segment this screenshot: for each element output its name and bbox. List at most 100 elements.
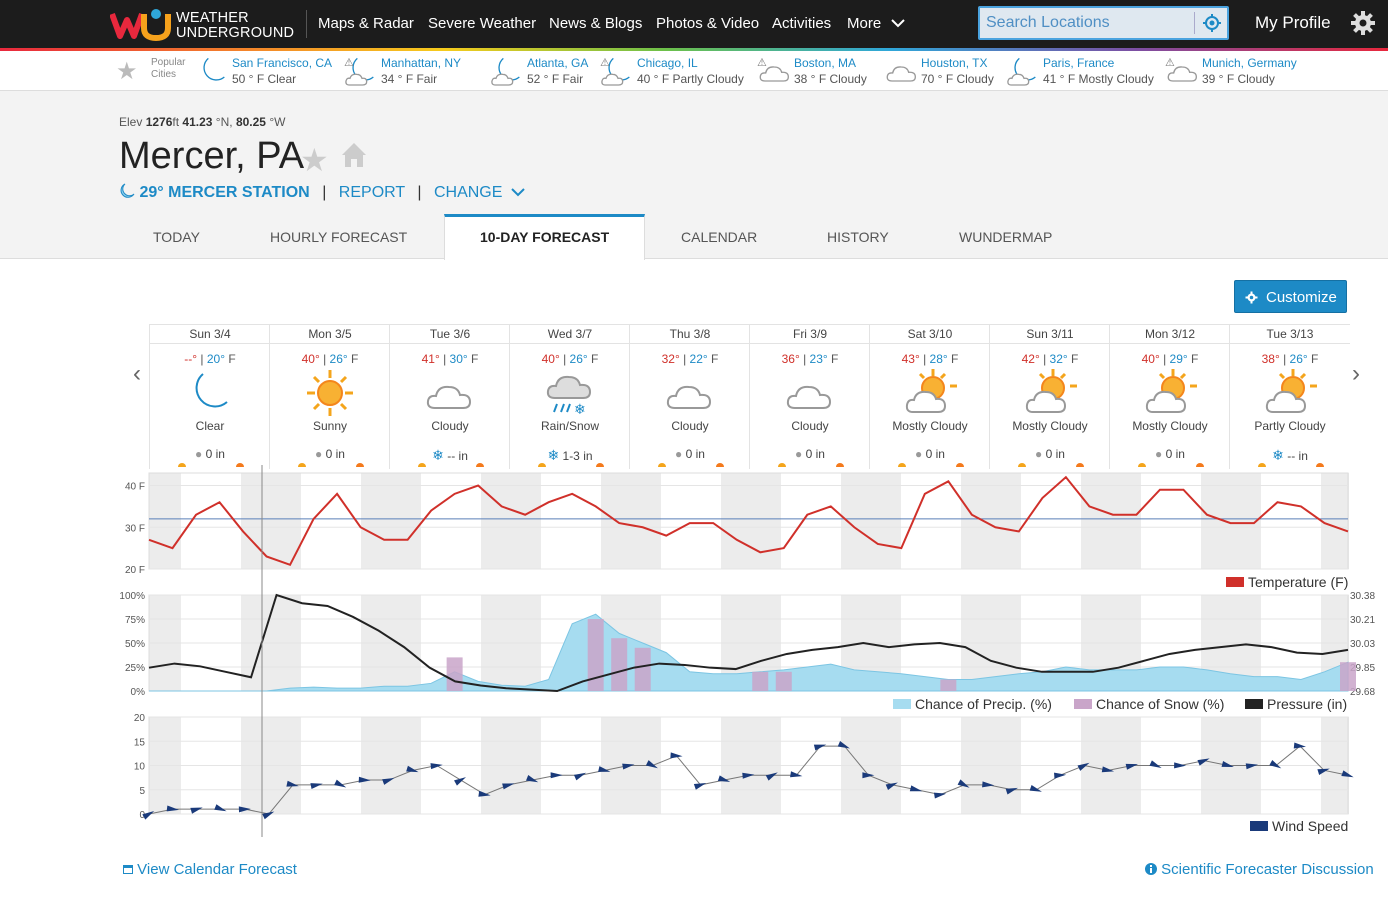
temp-unit: F bbox=[1191, 352, 1199, 366]
day-condition: Cloudy bbox=[791, 419, 829, 433]
night-band bbox=[1109, 473, 1141, 569]
snowflake-icon: ❄ bbox=[432, 447, 444, 463]
wind-arrow bbox=[1197, 758, 1210, 766]
tab-history[interactable]: HISTORY bbox=[827, 229, 889, 245]
wind-arrow bbox=[1269, 759, 1282, 769]
city-name[interactable]: Houston, TX bbox=[921, 56, 988, 70]
warning-icon[interactable]: ⚠ bbox=[757, 57, 767, 69]
sun-icon bbox=[307, 370, 353, 416]
prev-arrow-icon[interactable]: ‹ bbox=[133, 360, 141, 387]
wind-arrow bbox=[1174, 762, 1187, 769]
tab-wundermap[interactable]: WUNDERMAP bbox=[959, 229, 1053, 245]
temp-unit: F bbox=[228, 352, 236, 366]
my-profile-link[interactable]: My Profile bbox=[1255, 13, 1331, 32]
y-tick-label: 10 bbox=[134, 762, 146, 773]
city-conditions: 52 ° F Fair bbox=[527, 72, 584, 86]
nav-activities[interactable]: Activities bbox=[772, 15, 832, 32]
moon-cloud-icon bbox=[601, 57, 630, 86]
y2-tick-label: 29.68 bbox=[1350, 687, 1375, 698]
wu-logo-icon[interactable] bbox=[110, 6, 300, 42]
search-input[interactable] bbox=[986, 14, 1186, 32]
forecast-day[interactable]: Tue 3/13 38° | 26° F Partly Cloudy ❄ -- in bbox=[1229, 324, 1350, 469]
home-icon[interactable] bbox=[340, 141, 368, 169]
forecast-day[interactable]: Thu 3/8 32° | 22° F Cloudy ● 0 in bbox=[629, 324, 750, 469]
y-tick-label: 0 bbox=[139, 810, 145, 821]
warning-icon[interactable]: ⚠ bbox=[1165, 57, 1175, 69]
forecast-day[interactable]: Mon 3/5 40° | 26° F Sunny ● 0 in bbox=[269, 324, 390, 469]
locate-icon[interactable] bbox=[1202, 13, 1222, 33]
y-tick-label: 20 bbox=[134, 713, 146, 724]
day-condition: Sunny bbox=[312, 419, 348, 433]
favorite-star-icon[interactable]: ★ bbox=[300, 142, 329, 178]
precip-amount: 0 in bbox=[685, 447, 705, 461]
station-temperature: 29° bbox=[139, 184, 164, 201]
tab-hourly-forecast[interactable]: HOURLY FORECAST bbox=[270, 229, 408, 245]
city-name[interactable]: Boston, MA bbox=[794, 56, 857, 70]
wind-arrow bbox=[406, 765, 419, 773]
longitude-value: 80.25 bbox=[235, 115, 266, 129]
day-icon bbox=[1143, 368, 1197, 418]
nav-maps-radar[interactable]: Maps & Radar bbox=[318, 15, 414, 32]
wind-arrow bbox=[885, 782, 898, 791]
location-header: Elev 1276ft 41.23 °N, 80.25 °W Mercer, P… bbox=[0, 91, 1388, 260]
search-box bbox=[978, 6, 1229, 40]
sunset-icon bbox=[356, 463, 364, 467]
nav-news-blogs[interactable]: News & Blogs bbox=[549, 15, 643, 32]
view-calendar-forecast-link[interactable]: View Calendar Forecast bbox=[123, 861, 297, 878]
day-precip: ● 0 in bbox=[270, 447, 390, 461]
drop-icon: ● bbox=[675, 447, 683, 461]
tab-today[interactable]: TODAY bbox=[153, 229, 200, 245]
city-conditions: 40 ° F Partly Cloudy bbox=[637, 72, 744, 86]
forecaster-discussion-link[interactable]: Scientific Forecaster Discussion bbox=[1145, 861, 1374, 878]
snow-bar bbox=[446, 657, 463, 691]
elev-unit: ft bbox=[172, 115, 180, 129]
star-icon[interactable]: ★ bbox=[116, 58, 138, 85]
snow-bar bbox=[752, 671, 769, 691]
night-band bbox=[749, 473, 781, 569]
wind-arrow bbox=[909, 785, 923, 792]
elev-value: 1276 bbox=[145, 115, 173, 129]
nav-more[interactable]: More bbox=[847, 15, 906, 32]
warning-icon[interactable]: ⚠ bbox=[344, 57, 354, 69]
city-name[interactable]: Chicago, IL bbox=[637, 56, 698, 70]
wind-arrow bbox=[1101, 766, 1115, 773]
station-link[interactable]: 29° MERCER STATION bbox=[139, 184, 309, 201]
wind-arrow bbox=[1221, 761, 1234, 768]
forecast-day[interactable]: Sun 3/4 --° | 20° F Clear ● 0 in bbox=[149, 324, 270, 469]
day-precip: ❄ 1-3 in bbox=[510, 447, 630, 464]
city-name[interactable]: Paris, France bbox=[1043, 56, 1115, 70]
change-link[interactable]: CHANGE bbox=[434, 184, 525, 201]
wind-arrow bbox=[190, 807, 203, 814]
wind-arrow bbox=[286, 780, 299, 787]
tab-10-day-forecast[interactable]: 10-DAY FORECAST bbox=[480, 229, 610, 245]
elev-label: Elev bbox=[119, 115, 143, 129]
y-tick-label: 40 F bbox=[125, 482, 145, 493]
nav-photos-video[interactable]: Photos & Video bbox=[656, 15, 760, 32]
day-label: Wed 3/7 bbox=[510, 324, 630, 344]
tab-calendar[interactable]: CALENDAR bbox=[681, 229, 758, 245]
night-band bbox=[481, 473, 509, 569]
city-name[interactable]: San Francisco, CA bbox=[232, 56, 333, 70]
forecast-day[interactable]: Sat 3/10 43° | 28° F Mostly Cloudy ● 0 in bbox=[869, 324, 990, 469]
city-name[interactable]: Munich, Germany bbox=[1202, 56, 1297, 70]
report-link[interactable]: REPORT bbox=[338, 184, 405, 201]
forecast-days: Sun 3/4 --° | 20° F Clear ● 0 in Mon 3/5 40° … bbox=[149, 324, 1350, 469]
warning-icon[interactable]: ⚠ bbox=[600, 57, 610, 69]
forecast-day[interactable]: Tue 3/6 41° | 30° F Cloudy ❄ -- in bbox=[389, 324, 510, 469]
next-arrow-icon[interactable]: › bbox=[1352, 360, 1360, 387]
gear-icon[interactable] bbox=[1350, 10, 1376, 36]
forecast-day[interactable]: Sun 3/11 42° | 32° F Mostly Cloudy ● 0 in bbox=[989, 324, 1110, 469]
day-precip: ● 0 in bbox=[630, 447, 750, 461]
day-icon bbox=[783, 368, 837, 418]
latitude-unit: °N, bbox=[215, 115, 233, 129]
nav-severe-weather[interactable]: Severe Weather bbox=[428, 15, 537, 32]
customize-button[interactable]: Customize bbox=[1234, 280, 1347, 313]
high-temp: 42° bbox=[1021, 352, 1040, 366]
forecast-day[interactable]: Wed 3/7 40° | 26° F ❄ Rain/Snow ❄ 1-3 in bbox=[509, 324, 630, 469]
forecast-day[interactable]: Mon 3/12 40° | 29° F Mostly Cloudy ● 0 in bbox=[1109, 324, 1230, 469]
sunrise-icon bbox=[898, 463, 906, 467]
city-name[interactable]: Atlanta, GA bbox=[527, 56, 589, 70]
city-name[interactable]: Manhattan, NY bbox=[381, 56, 462, 70]
forecast-day[interactable]: Fri 3/9 36° | 23° F Cloudy ● 0 in bbox=[749, 324, 870, 469]
day-icon bbox=[183, 368, 237, 418]
